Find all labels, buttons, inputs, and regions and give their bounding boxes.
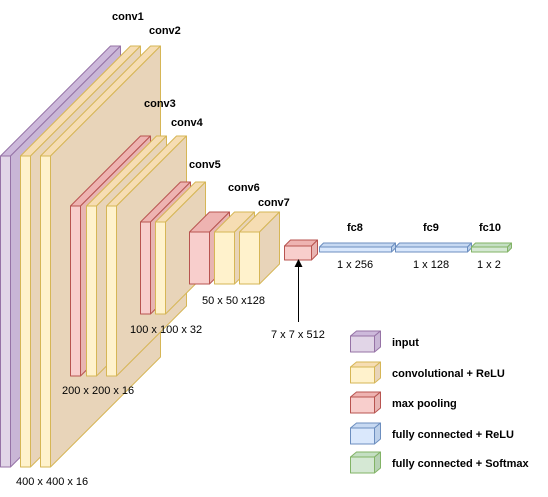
legend-label-conv: convolutional + ReLU xyxy=(392,368,505,380)
fc10-block xyxy=(471,242,512,253)
label-conv5: conv5 xyxy=(189,159,221,171)
legend-label-fc-softmax: fully connected + Softmax xyxy=(392,458,529,470)
label-fc9: fc9 xyxy=(423,222,439,234)
dim-50: 50 x 50 x128 xyxy=(202,295,265,307)
fc9-block xyxy=(395,242,472,253)
legend: input convolutional + ReLU max pooling f… xyxy=(350,330,529,474)
conv7-block xyxy=(239,211,280,285)
label-conv7: conv7 xyxy=(258,197,290,209)
label-conv1: conv1 xyxy=(112,11,144,23)
dim-200: 200 x 200 x 16 xyxy=(62,385,134,397)
dim-fc9: 1 x 128 xyxy=(413,259,449,271)
label-fc8: fc8 xyxy=(347,222,363,234)
fc8-block xyxy=(319,242,396,253)
legend-swatch-conv xyxy=(350,361,381,384)
label-fc10: fc10 xyxy=(479,222,501,234)
legend-label-input: input xyxy=(392,337,419,349)
pool4-block xyxy=(284,239,318,261)
legend-swatch-fc-softmax xyxy=(350,451,381,474)
dim-input: 400 x 400 x 16 xyxy=(16,476,88,488)
dim-100: 100 x 100 x 32 xyxy=(130,324,202,336)
dim-7: 7 x 7 x 512 xyxy=(271,329,325,341)
legend-swatch-fc-relu xyxy=(350,422,381,445)
label-conv3: conv3 xyxy=(144,98,176,110)
legend-swatch-input xyxy=(350,330,381,353)
dim-fc10: 1 x 2 xyxy=(477,259,501,271)
label-conv2: conv2 xyxy=(149,25,181,37)
label-conv6: conv6 xyxy=(228,182,260,194)
legend-label-fc-relu: fully connected + ReLU xyxy=(392,429,514,441)
legend-swatch-pool xyxy=(350,391,381,414)
dim-fc8: 1 x 256 xyxy=(337,259,373,271)
legend-label-pool: max pooling xyxy=(392,398,457,410)
output-arrow xyxy=(294,259,303,322)
label-conv4: conv4 xyxy=(171,117,204,129)
layer-blocks xyxy=(0,45,512,468)
